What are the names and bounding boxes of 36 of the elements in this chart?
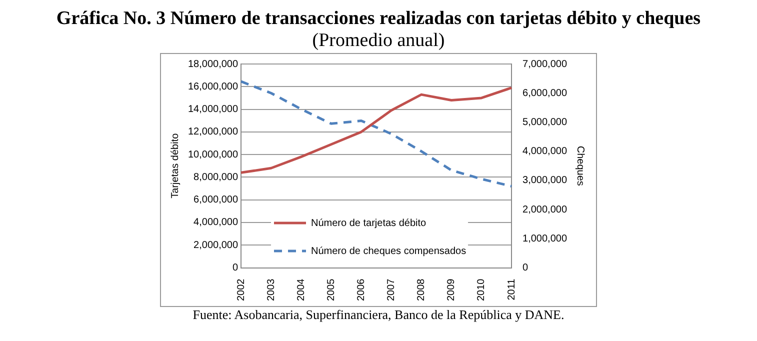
x-tick-label: 2006 xyxy=(356,278,368,302)
y-tick-label: 2,000,000 xyxy=(194,240,238,251)
x-tick-label: 2003 xyxy=(266,278,277,302)
y2-tick-label: 1,000,000 xyxy=(522,233,568,244)
x-tick-label: 2011 xyxy=(506,278,518,300)
y-tick-label: 16,000,000 xyxy=(188,81,238,92)
y-tick-label: 12,000,000 xyxy=(188,126,238,138)
line-series xyxy=(240,80,513,188)
x-tick-label: 2007 xyxy=(386,278,398,302)
legend-label: Número de cheques compensados xyxy=(311,246,466,256)
x-tick-label: 2004 xyxy=(296,278,307,302)
legend-label: Número de tarjetas débito xyxy=(311,218,426,228)
y-tick-label: 14,000,000 xyxy=(188,104,238,116)
source-note: Fuente: Asobancaria, Superfinanciera, Banco de la República y DANE. xyxy=(192,307,566,323)
y2-tick-label: 3,000,000 xyxy=(522,175,568,186)
y-tick-label: 6,000,000 xyxy=(194,194,238,206)
y-tick-label: 18,000,000 xyxy=(188,58,238,70)
y-tick-label: 8,000,000 xyxy=(194,172,238,183)
y-axis-title: Tarjetas débito xyxy=(170,132,181,198)
x-tick-label: 2002 xyxy=(236,278,247,302)
y2-tick-label: 6,000,000 xyxy=(522,88,568,99)
x-tick-label: 2005 xyxy=(326,278,337,302)
y2-tick-label: 2,000,000 xyxy=(522,204,568,216)
chart-title: Gráfica No. 3 Número de transacciones realizadas con tarjetas débito y cheques xyxy=(55,8,702,30)
x-tick-label: 2009 xyxy=(446,278,458,302)
y-tick-label: 4,000,000 xyxy=(194,217,238,228)
x-tick-label: 2008 xyxy=(416,278,428,302)
y2-tick-label: 4,000,000 xyxy=(522,146,568,158)
y2-axis-title: Cheques xyxy=(574,146,586,186)
y2-tick-label: 7,000,000 xyxy=(522,58,568,70)
y2-tick-label: 5,000,000 xyxy=(522,116,568,128)
x-tick-label: 2010 xyxy=(476,278,488,302)
y-tick-label: 10,000,000 xyxy=(188,149,238,160)
chart-subtitle: (Promedio anual) xyxy=(311,30,446,52)
y-tick-label: 0 xyxy=(232,262,238,274)
y2-tick-label: 0 xyxy=(522,262,529,274)
